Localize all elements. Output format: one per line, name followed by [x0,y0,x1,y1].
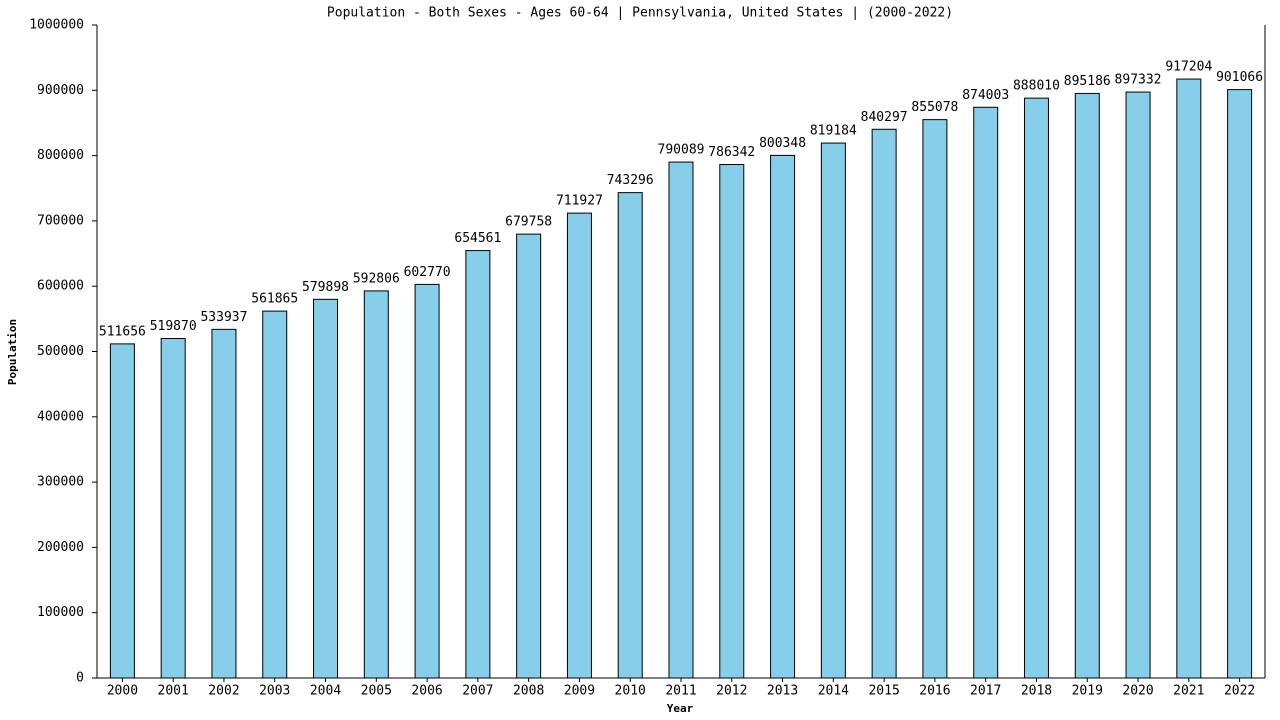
x-tick-label: 2005 [361,684,392,699]
bar [109,343,135,679]
bar [668,161,694,679]
bar [465,250,491,679]
x-tick-label: 2012 [716,684,747,699]
bar [922,119,948,679]
x-tick-label: 2000 [107,684,138,699]
value-label: 897332 [1115,73,1162,88]
x-tick-label: 2010 [615,684,646,699]
value-label: 790089 [658,143,705,158]
value-label: 819184 [810,124,857,139]
x-tick-label: 2001 [158,684,189,699]
bar [770,154,796,679]
bar [820,142,846,679]
y-tick-label: 200000 [37,540,84,555]
value-label: 579898 [302,280,349,295]
x-tick-label: 2008 [513,684,544,699]
value-label: 874003 [962,88,1009,103]
y-tick-label: 0 [76,671,84,686]
value-label: 602770 [404,265,451,280]
x-tick-label: 2009 [564,684,595,699]
x-tick-label: 2003 [259,684,290,699]
bar [1176,78,1202,679]
y-tick-label: 1000000 [29,18,84,33]
x-tick-label: 2015 [868,684,899,699]
x-tick-label: 2022 [1224,684,1255,699]
x-tick-label: 2011 [665,684,696,699]
bar [414,283,440,679]
value-label: 511656 [99,324,146,339]
y-tick-label: 300000 [37,475,84,490]
bar [1125,91,1151,679]
value-label: 743296 [607,173,654,188]
value-label: 519870 [150,319,197,334]
value-label: 654561 [454,231,501,246]
x-axis-label: Year [667,702,694,715]
bar [262,310,288,679]
y-tick-label: 800000 [37,148,84,163]
bar [719,164,745,679]
y-tick-label: 900000 [37,83,84,98]
bar [1074,92,1100,679]
x-tick-label: 2013 [767,684,798,699]
y-tick-label: 400000 [37,409,84,424]
value-label: 800348 [759,136,806,151]
chart-title: Population - Both Sexes - Ages 60-64 | P… [327,6,953,21]
value-label: 533937 [200,310,247,325]
value-label: 901066 [1216,70,1263,85]
value-label: 895186 [1064,74,1111,89]
bar [516,233,542,679]
value-label: 592806 [353,271,400,286]
x-tick-label: 2006 [411,684,442,699]
bar [1227,89,1253,679]
y-tick-label: 100000 [37,605,84,620]
x-tick-label: 2014 [818,684,849,699]
bar [363,290,389,679]
y-tick-label: 700000 [37,213,84,228]
x-tick-label: 2004 [310,684,341,699]
value-label: 711927 [556,194,603,209]
value-label: 679758 [505,215,552,230]
bar [160,338,186,679]
value-label: 561865 [251,292,298,307]
bar [871,128,897,679]
x-tick-label: 2002 [208,684,239,699]
y-tick-label: 500000 [37,344,84,359]
bar [211,328,237,679]
y-tick-label: 600000 [37,279,84,294]
bar [617,192,643,679]
value-label: 840297 [861,110,908,125]
bar [566,212,592,679]
x-tick-label: 2016 [919,684,950,699]
value-label: 917204 [1165,60,1212,75]
x-tick-label: 2021 [1173,684,1204,699]
x-tick-label: 2019 [1072,684,1103,699]
x-tick-label: 2020 [1122,684,1153,699]
x-tick-label: 2018 [1021,684,1052,699]
bar [973,106,999,679]
bar [313,298,339,679]
y-axis-label: Population [6,319,19,385]
x-tick-label: 2017 [970,684,1001,699]
x-tick-label: 2007 [462,684,493,699]
value-label: 786342 [708,145,755,160]
value-label: 888010 [1013,79,1060,94]
bar [1023,97,1049,679]
value-label: 855078 [911,100,958,115]
